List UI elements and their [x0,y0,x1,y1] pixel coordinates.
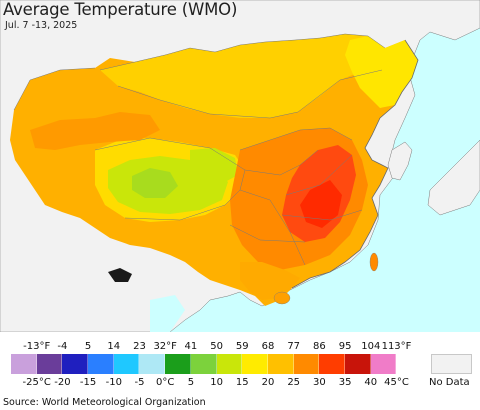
legend-swatch [344,354,371,374]
legend-swatch [62,354,89,374]
water-bay [150,295,185,332]
legend-tick-label: 86 [313,341,326,352]
region-east-hot [300,180,342,228]
legend-tick-label: 5 [187,377,195,388]
map-title: Average Temperature (WMO) [3,0,238,19]
legend-swatch [139,354,166,374]
legend-swatch [36,354,63,374]
legend-tick-label: -4 [57,341,68,352]
no-data-label: No Data [429,377,470,388]
region-qinghai [190,148,238,182]
legend-tick-label: -20 [54,377,71,388]
legend-swatch [267,354,294,374]
legend-swatch [190,354,217,374]
legend-tick-label: 30 [313,377,326,388]
region-tibet-lightgreen [132,168,178,198]
region-xinjiang-warm [30,112,160,150]
map-subtitle: Jul. 7 -13, 2025 [5,20,78,31]
coastline [291,39,419,289]
legend-tick-label: 15 [235,377,249,388]
legend-swatch [88,354,114,374]
legend-swatch [293,354,320,374]
land-india-hot [108,268,132,282]
region-taiwan [369,252,379,272]
region-mongolia [100,34,395,118]
legend-tick-label: 68 [261,341,275,352]
legend-swatch [165,354,191,374]
region-northeast [345,36,418,108]
legend-tick-label: 104 [361,341,381,352]
legend-tick-label: -5 [134,377,145,388]
legend-tick-label: 20 [261,377,275,388]
legend-tick-label: 40 [364,377,378,388]
legend-tick-label: 5 [84,341,92,352]
legend-tick-label: 23 [133,341,146,352]
temperature-map: Average Temperature (WMO) Jul. 7 -13, 20… [0,0,480,332]
legend-tick-label: 10 [210,377,223,388]
legend-tick-label: 95 [338,341,352,352]
legend: -13°F -4 5 14 23 32°F 41 50 59 68 77 86 95 104 113°F -… [0,332,480,410]
legend-tick-label: 77 [287,341,301,352]
legend-tick-label: 41 [184,341,198,352]
legend-tick-label: 25 [287,377,301,388]
legend-swatch [11,354,37,374]
legend-tick-label: 59 [235,341,249,352]
no-data-swatch [431,354,472,374]
land-korea-japan [387,139,480,216]
legend-tick-label: 14 [107,341,121,352]
color-bar [11,354,397,374]
legend-tick-label: -25°C [22,377,51,388]
region-hainan [273,291,291,305]
legend-swatch [319,354,345,374]
legend-tick-label: 45°C [384,377,409,388]
legend-swatch [216,354,243,374]
legend-tick-label: 113°F [381,341,412,352]
province-borders [13,33,386,266]
legend-tick-label: -10 [105,377,122,388]
legend-tick-label: -13°F [23,341,51,352]
region-south [240,262,300,300]
legend-tick-label: -15 [79,377,97,388]
legend-swatch [370,354,397,374]
legend-tick-label: 0°C [156,377,175,388]
legend-tick-label: 50 [210,341,223,352]
legend-tick-label: 35 [338,377,352,388]
source-credit: Source: World Meteorological Organizatio… [3,397,206,408]
legend-swatch [242,354,268,374]
map-canvas [0,0,480,332]
legend-swatch [113,354,140,374]
legend-tick-label: 32°F [153,341,177,352]
